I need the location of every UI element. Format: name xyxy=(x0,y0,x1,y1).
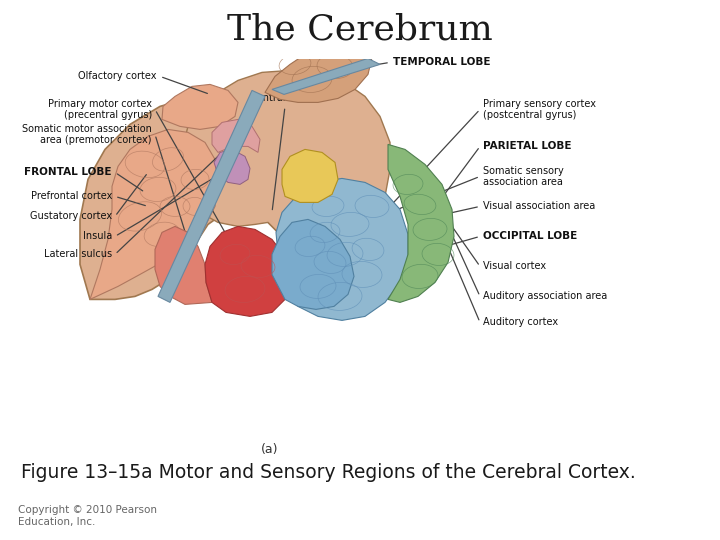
Text: The Cerebrum: The Cerebrum xyxy=(227,12,493,46)
Text: Gustatory cortex: Gustatory cortex xyxy=(30,211,112,221)
Polygon shape xyxy=(388,144,454,302)
Text: Primary motor cortex
(precentral gyrus): Primary motor cortex (precentral gyrus) xyxy=(48,99,152,120)
Polygon shape xyxy=(158,90,265,302)
Text: Central sulcus: Central sulcus xyxy=(250,93,320,103)
Text: Somatic sensory
association area: Somatic sensory association area xyxy=(483,166,564,187)
Polygon shape xyxy=(214,150,250,184)
Polygon shape xyxy=(155,226,212,305)
Text: PARIETAL LOBE: PARIETAL LOBE xyxy=(483,141,572,151)
Text: Auditory cortex: Auditory cortex xyxy=(483,318,558,327)
Polygon shape xyxy=(272,219,354,309)
Polygon shape xyxy=(265,43,372,103)
Polygon shape xyxy=(276,178,408,320)
Polygon shape xyxy=(90,130,218,299)
Polygon shape xyxy=(212,119,260,152)
Polygon shape xyxy=(182,70,390,249)
Polygon shape xyxy=(162,84,238,130)
Text: Figure 13–15a Motor and Sensory Regions of the Cerebral Cortex.: Figure 13–15a Motor and Sensory Regions … xyxy=(22,463,636,482)
Polygon shape xyxy=(80,92,388,299)
Text: OCCIPITAL LOBE: OCCIPITAL LOBE xyxy=(483,232,577,241)
Text: Auditory association area: Auditory association area xyxy=(483,292,607,301)
Text: Lateral sulcus: Lateral sulcus xyxy=(44,249,112,259)
Text: Visual association area: Visual association area xyxy=(483,201,595,211)
Polygon shape xyxy=(272,58,380,94)
Text: Olfactory cortex: Olfactory cortex xyxy=(78,71,157,82)
Text: Visual cortex: Visual cortex xyxy=(483,261,546,272)
Text: Somatic motor association
area (premotor cortex): Somatic motor association area (premotor… xyxy=(22,124,152,145)
Text: (a): (a) xyxy=(261,443,279,456)
Polygon shape xyxy=(282,150,338,202)
Text: Copyright © 2010 Pearson
Education, Inc.: Copyright © 2010 Pearson Education, Inc. xyxy=(17,505,157,527)
Text: FRONTAL LOBE: FRONTAL LOBE xyxy=(24,167,112,178)
Text: Insula: Insula xyxy=(83,232,112,241)
Text: TEMPORAL LOBE: TEMPORAL LOBE xyxy=(393,57,490,68)
Polygon shape xyxy=(205,226,290,316)
Text: Prefrontal cortex: Prefrontal cortex xyxy=(31,191,112,201)
Text: Primary sensory cortex
(postcentral gyrus): Primary sensory cortex (postcentral gyru… xyxy=(483,99,596,120)
